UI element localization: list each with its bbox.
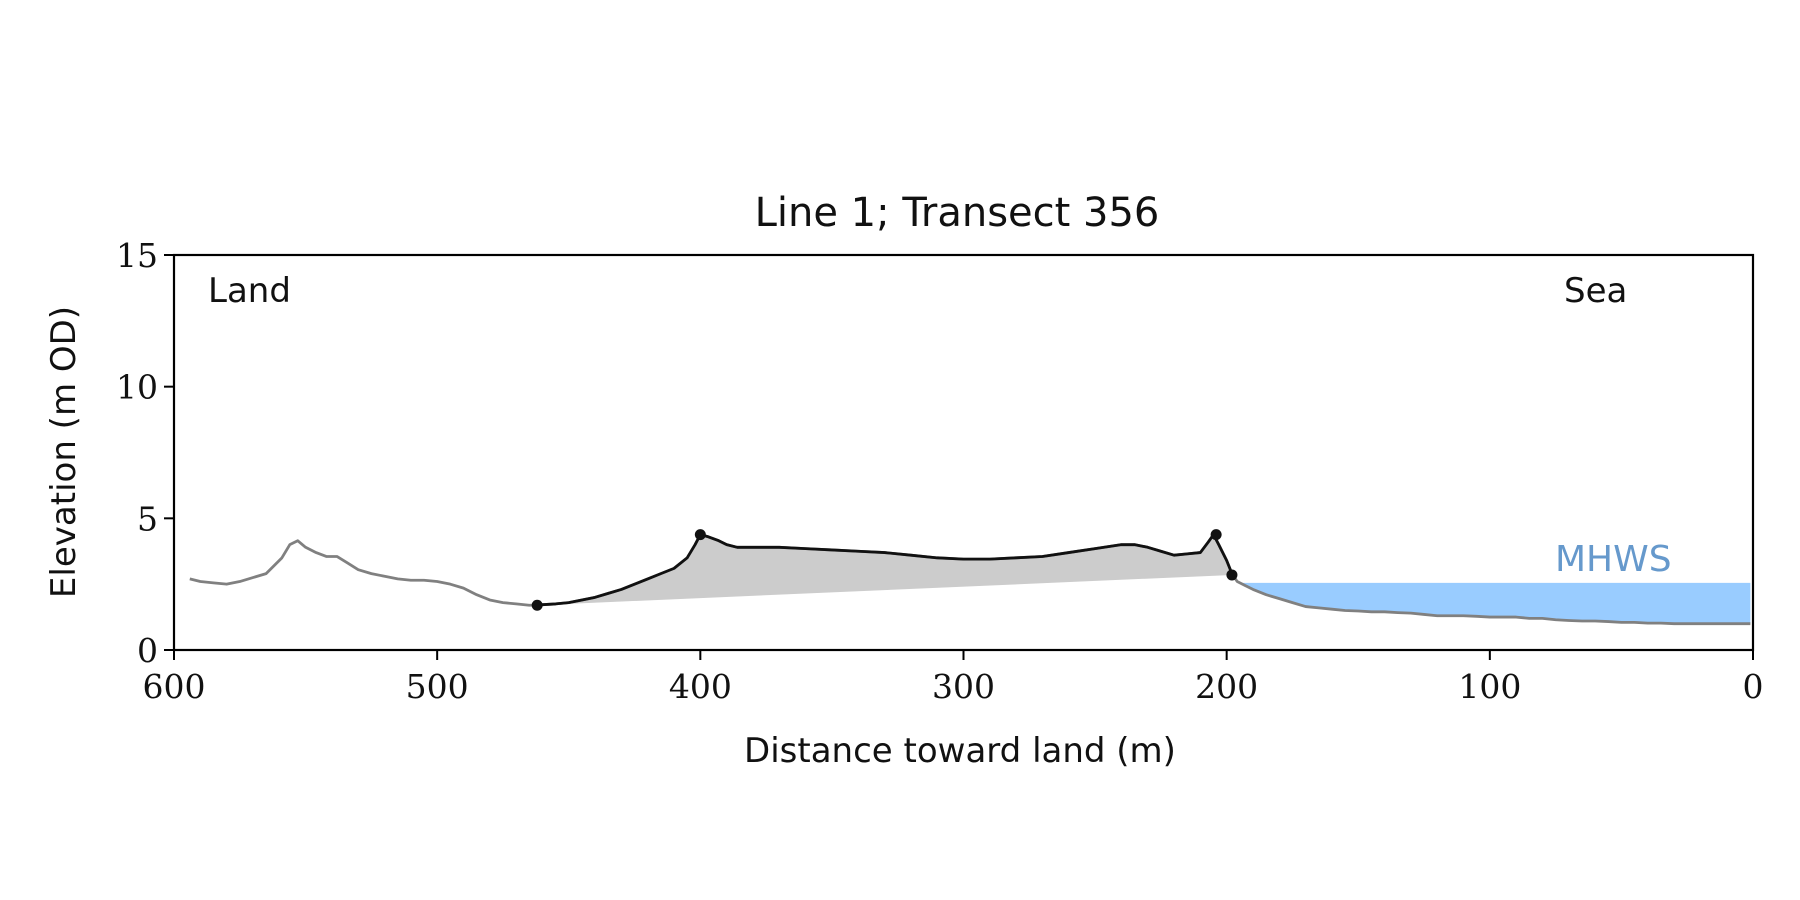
x-tick-label: 200	[1195, 667, 1258, 706]
dune-volume-fill	[537, 534, 1232, 606]
x-tick-label: 500	[406, 667, 469, 706]
x-tick-label: 600	[143, 667, 206, 706]
sea-annotation: Sea	[1564, 271, 1627, 311]
chart-title: Line 1; Transect 356	[755, 190, 1160, 236]
y-tick-label: 10	[116, 368, 158, 407]
x-tick-label: 0	[1743, 667, 1764, 706]
y-tick-label: 0	[137, 631, 158, 670]
y-tick-label: 5	[137, 499, 158, 538]
mhws-label: MHWS	[1555, 539, 1672, 580]
key-point	[1210, 529, 1222, 541]
y-tick-label: 15	[116, 236, 158, 275]
x-axis-label: Distance toward land (m)	[744, 731, 1176, 771]
dune-profile-line	[537, 533, 1234, 607]
x-tick-label: 100	[1458, 667, 1521, 706]
x-tick-label: 400	[669, 667, 732, 706]
land-annotation: Land	[208, 271, 291, 311]
key-point	[694, 529, 706, 541]
y-axis-label: Elevation (m OD)	[44, 306, 84, 598]
plot-area	[189, 529, 1751, 626]
mhws-water-area	[1241, 582, 1751, 624]
key-point	[531, 599, 543, 611]
axis-ticks: 600 500 400 300 200 100 0 0 5 10 15	[116, 236, 1764, 706]
key-point	[1226, 569, 1238, 581]
x-tick-label: 300	[932, 667, 995, 706]
